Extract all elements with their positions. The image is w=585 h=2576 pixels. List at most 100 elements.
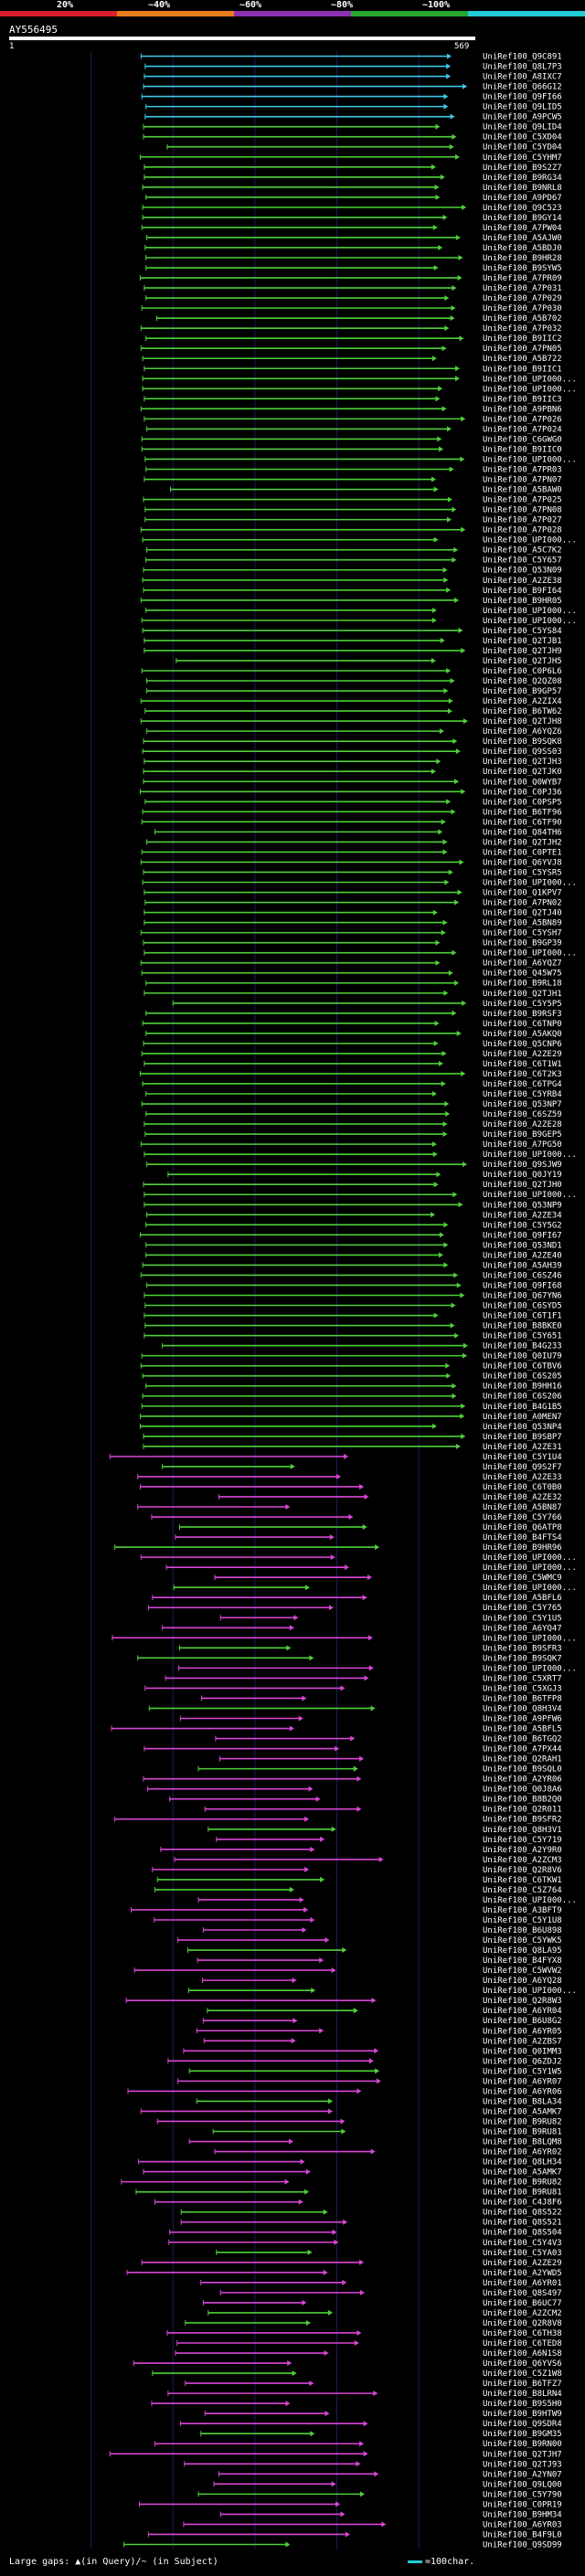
hit-label[interactable]: UniRef100_B9NRL8 [483,184,562,193]
hit-row[interactable]: UniRef100_B8LA34 [196,2097,562,2106]
hit-label[interactable]: UniRef100_A6YR02 [483,2148,562,2157]
hit-row[interactable]: UniRef100_A7P024 [146,425,562,434]
hit-label[interactable]: UniRef100_B9HR28 [483,254,562,263]
hit-row[interactable]: UniRef100_A7P025 [143,496,562,505]
hit-label[interactable]: UniRef100_C5YRB4 [483,1090,562,1099]
hit-row[interactable]: UniRef100_A6YR06 [127,2087,562,2096]
hit-row[interactable]: UniRef100_A7P030 [141,304,562,313]
hit-label[interactable]: UniRef100_A7PG50 [483,1140,562,1150]
hit-row[interactable]: UniRef100_A7PN05 [140,345,562,354]
hit-row[interactable]: UniRef100_Q8LH34 [138,2158,562,2168]
hit-row[interactable]: UniRef100_B6TFZ7 [185,2380,562,2389]
hit-row[interactable]: UniRef100_B9FI64 [143,587,562,596]
hit-row[interactable]: UniRef100_B8LQM8 [188,2138,562,2147]
hit-row[interactable]: UniRef100_C5Y1U5 [219,1614,562,1623]
hit-row[interactable]: UniRef100_Q0WYB7 [143,778,562,787]
hit-label[interactable]: UniRef100_B6TFP8 [483,1694,562,1703]
hit-label[interactable]: UniRef100_B9SYW5 [483,264,562,273]
hit-label[interactable]: UniRef100_C5Y765 [483,1604,562,1613]
hit-label[interactable]: UniRef100_B9SFR3 [483,1644,562,1653]
hit-row[interactable]: UniRef100_Q9C523 [142,204,562,213]
hit-label[interactable]: UniRef100_C5XD04 [483,133,562,143]
hit-row[interactable]: UniRef100_C6TF90 [141,818,562,827]
hit-row[interactable]: UniRef100_B9RSF3 [145,1010,562,1019]
hit-row[interactable]: UniRef100_C5YRB4 [145,1090,562,1099]
hit-row[interactable]: UniRef100_A2ZCM2 [207,2309,562,2318]
hit-label[interactable]: UniRef100_C6SYD5 [483,1302,562,1311]
hit-label[interactable]: UniRef100_UPI000... [483,375,577,384]
hit-label[interactable]: UniRef100_UPI000... [483,607,577,616]
hit-label[interactable]: UniRef100_A6YR05 [483,2027,562,2036]
hit-label[interactable]: UniRef100_Q8S521 [483,2219,562,2228]
hit-label[interactable]: UniRef100_A7PR09 [483,274,562,283]
hit-label[interactable]: UniRef100_Q0J8A6 [483,1786,562,1795]
hit-label[interactable]: UniRef100_C5Z764 [483,1886,562,1895]
hit-row[interactable]: UniRef100_Q9FI66 [141,93,562,102]
hit-label[interactable]: UniRef100_C0PJ36 [483,788,562,797]
hit-row[interactable]: UniRef100_C6GWG0 [141,435,562,444]
hit-row[interactable]: UniRef100_A2ZE28 [144,1120,562,1129]
hit-label[interactable]: UniRef100_A5BDJ0 [483,244,562,253]
hit-row[interactable]: UniRef100_Q53N09 [143,567,562,576]
hit-row[interactable]: UniRef100_A5BFL5 [111,1725,562,1734]
hit-row[interactable]: UniRef100_A6YR01 [200,2279,562,2288]
hit-label[interactable]: UniRef100_B6TGQ2 [483,1735,562,1744]
hit-row[interactable]: UniRef100_B9RU82 [156,2117,562,2126]
hit-label[interactable]: UniRef100_UPI000... [483,1584,577,1593]
hit-row[interactable]: UniRef100_A5BAW0 [170,486,562,495]
hit-label[interactable]: UniRef100_Q8S497 [483,2289,562,2298]
hit-label[interactable]: UniRef100_Q53NP7 [483,1100,562,1109]
hit-label[interactable]: UniRef100_A5BFL6 [483,1594,562,1603]
hit-row[interactable]: UniRef100_B9S5H0 [151,2400,562,2409]
hit-row[interactable]: UniRef100_UPI000... [145,607,577,616]
hit-label[interactable]: UniRef100_B4FYX8 [483,1956,562,1966]
hit-label[interactable]: UniRef100_C6TH38 [483,2329,562,2338]
hit-label[interactable]: UniRef100_A6N1S8 [483,2349,562,2359]
hit-label[interactable]: UniRef100_C5YA03 [483,2249,562,2258]
hit-row[interactable]: UniRef100_Q9SDR4 [179,2420,562,2429]
hit-row[interactable]: UniRef100_Q6YVS6 [133,2359,562,2369]
hit-label[interactable]: UniRef100_Q6YVJ8 [483,858,562,867]
hit-row[interactable]: UniRef100_A2ZE38 [142,577,562,586]
hit-row[interactable]: UniRef100_Q2TJH7 [109,2450,562,2459]
hit-label[interactable]: UniRef100_C6S205 [483,1373,562,1382]
hit-label[interactable]: UniRef100_B9RL18 [483,980,562,989]
hit-row[interactable]: UniRef100_C0PJ36 [139,788,562,797]
hit-row[interactable]: UniRef100_A6YQ47 [162,1624,562,1633]
hit-label[interactable]: UniRef100_B9RU81 [483,2189,562,2198]
hit-label[interactable]: UniRef100_B4G233 [483,1342,562,1352]
hit-label[interactable]: UniRef100_Q2TJH8 [483,717,562,726]
hit-row[interactable]: UniRef100_A2ZE32 [218,1493,562,1502]
hit-label[interactable]: UniRef100_Q2R011 [483,1806,562,1815]
hit-label[interactable]: UniRef100_A2ZIX4 [483,697,562,706]
hit-label[interactable]: UniRef100_C5Y4V3 [483,2239,562,2248]
hit-row[interactable]: UniRef100_C6SYD5 [144,1302,562,1311]
hit-row[interactable]: UniRef100_C6T1F1 [144,1312,562,1321]
hit-row[interactable]: UniRef100_UPI000... [178,1664,577,1673]
hit-label[interactable]: UniRef100_UPI000... [483,1553,577,1563]
hit-row[interactable]: UniRef100_A3BFT9 [131,1906,562,1915]
hit-label[interactable]: UniRef100_C5WMC9 [483,1574,562,1583]
hit-label[interactable]: UniRef100_Q9SD99 [483,2540,562,2549]
hit-label[interactable]: UniRef100_C5WVW2 [483,1966,562,1976]
hit-label[interactable]: UniRef100_B9SQK7 [483,1654,562,1663]
hit-label[interactable]: UniRef100_A5AH39 [483,1261,562,1270]
hit-label[interactable]: UniRef100_A9PD67 [483,194,562,203]
hit-label[interactable]: UniRef100_Q5CNP6 [483,1040,562,1049]
hit-label[interactable]: UniRef100_B8B2Q0 [483,1796,562,1805]
hit-row[interactable]: UniRef100_B9IIC3 [144,395,562,404]
hit-row[interactable]: UniRef100_C5Z764 [154,1886,562,1895]
hit-label[interactable]: UniRef100_A5B722 [483,355,562,364]
hit-row[interactable]: UniRef100_A7PX44 [144,1745,562,1754]
hit-row[interactable]: UniRef100_C5XD04 [143,133,562,143]
hit-row[interactable]: UniRef100_Q9SD99 [122,2540,562,2549]
hit-row[interactable]: UniRef100_Q53NP9 [144,1201,562,1210]
hit-label[interactable]: UniRef100_Q9SDR4 [483,2420,562,2429]
hit-label[interactable]: UniRef100_C6TED8 [483,2339,562,2348]
hit-label[interactable]: UniRef100_B9GM35 [483,2430,562,2439]
hit-row[interactable]: UniRef100_C5Y719 [216,1836,562,1845]
hit-label[interactable]: UniRef100_A5AJW0 [483,234,562,243]
hit-label[interactable]: UniRef100_A2ZCM3 [483,1856,562,1865]
hit-row[interactable]: UniRef100_Q0IMM3 [183,2047,562,2056]
hit-row[interactable]: UniRef100_Q9S2F7 [162,1463,562,1472]
